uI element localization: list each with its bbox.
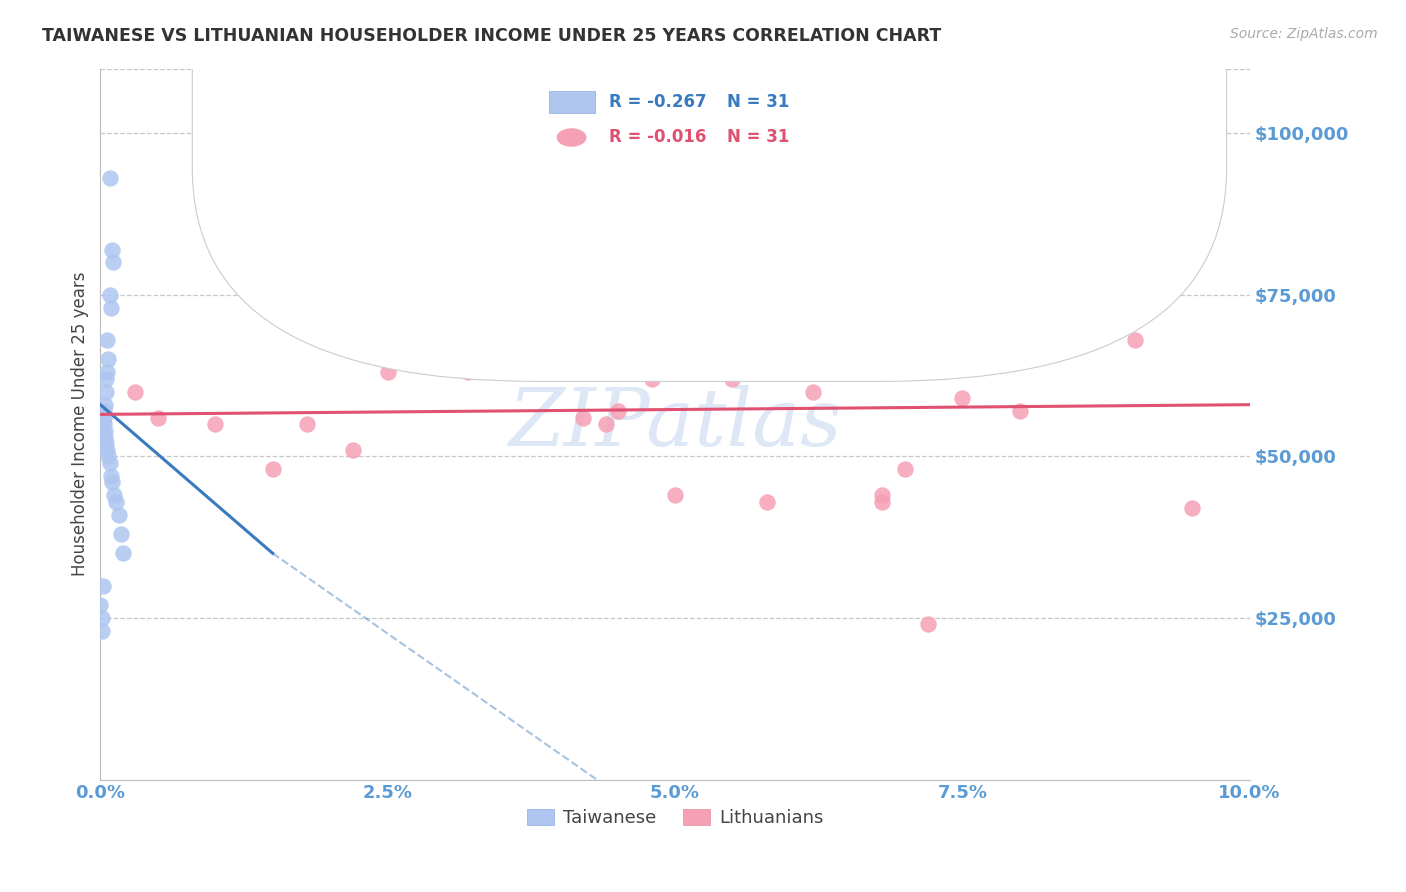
Point	[124, 384, 146, 399]
Point	[103, 488, 125, 502]
Text: R = -0.267: R = -0.267	[609, 93, 707, 111]
Point	[330, 320, 353, 334]
Point	[101, 243, 124, 257]
Point	[894, 462, 917, 476]
Point	[90, 624, 112, 638]
Point	[101, 475, 124, 490]
Point	[837, 365, 859, 379]
Point	[204, 417, 226, 431]
Point	[664, 488, 686, 502]
Point	[491, 255, 513, 269]
Point	[1181, 501, 1204, 516]
Point	[801, 384, 824, 399]
Point	[97, 450, 120, 464]
Text: ZIPatlas: ZIPatlas	[508, 385, 842, 463]
Bar	[548, 91, 595, 113]
Point	[146, 410, 169, 425]
Point	[98, 287, 121, 301]
Text: TAIWANESE VS LITHUANIAN HOUSEHOLDER INCOME UNDER 25 YEARS CORRELATION CHART: TAIWANESE VS LITHUANIAN HOUSEHOLDER INCO…	[42, 27, 942, 45]
Legend: Taiwanese, Lithuanians: Taiwanese, Lithuanians	[519, 802, 831, 835]
Point	[1008, 404, 1031, 418]
Point	[457, 365, 479, 379]
Point	[721, 372, 744, 386]
Circle shape	[557, 128, 586, 147]
Point	[91, 579, 114, 593]
Point	[606, 404, 628, 418]
Point	[93, 410, 115, 425]
Point	[93, 404, 115, 418]
Point	[94, 372, 117, 386]
Point	[572, 410, 595, 425]
Text: R = -0.016: R = -0.016	[609, 128, 707, 146]
Point	[96, 442, 118, 457]
Point	[96, 365, 118, 379]
Point	[90, 611, 112, 625]
Point	[297, 417, 319, 431]
Point	[94, 424, 117, 438]
Point	[112, 546, 135, 560]
Point	[411, 352, 433, 367]
Point	[950, 391, 973, 405]
Text: N = 31: N = 31	[727, 93, 789, 111]
Point	[98, 456, 121, 470]
Point	[94, 430, 117, 444]
Point	[110, 527, 132, 541]
Point	[526, 326, 548, 341]
Point	[94, 436, 117, 450]
Point	[917, 617, 939, 632]
Point	[107, 508, 129, 522]
Point	[377, 365, 399, 379]
Point	[93, 417, 115, 431]
Point	[94, 384, 117, 399]
Point	[1123, 333, 1146, 347]
Point	[100, 301, 122, 315]
Point	[870, 494, 893, 508]
Point	[779, 352, 801, 367]
Point	[98, 171, 121, 186]
Y-axis label: Householder Income Under 25 years: Householder Income Under 25 years	[72, 272, 89, 576]
Point	[262, 462, 284, 476]
Text: Source: ZipAtlas.com: Source: ZipAtlas.com	[1230, 27, 1378, 41]
Point	[94, 398, 117, 412]
Point	[686, 261, 709, 276]
Point	[342, 442, 364, 457]
Point	[101, 255, 124, 269]
FancyBboxPatch shape	[193, 0, 1226, 382]
Point	[89, 598, 111, 612]
Point	[870, 488, 893, 502]
Point	[641, 372, 664, 386]
Point	[755, 494, 778, 508]
Point	[100, 468, 122, 483]
Text: N = 31: N = 31	[727, 128, 789, 146]
Point	[97, 352, 120, 367]
Point	[105, 494, 128, 508]
Point	[595, 417, 617, 431]
Point	[96, 333, 118, 347]
